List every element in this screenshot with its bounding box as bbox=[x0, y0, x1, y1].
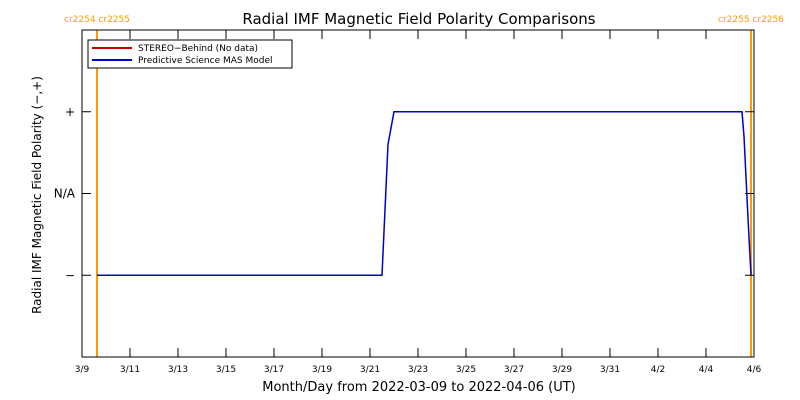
legend-label: STEREO−Behind (No data) bbox=[138, 44, 258, 54]
x-tick-label: 3/11 bbox=[120, 365, 140, 375]
legend-label: Predictive Science MAS Model bbox=[138, 56, 273, 66]
x-tick-label: 3/21 bbox=[360, 365, 380, 375]
x-axis-label: Month/Day from 2022-03-09 to 2022-04-06 … bbox=[262, 380, 575, 395]
x-tick-label: 3/27 bbox=[504, 365, 524, 375]
y-tick-label: N/A bbox=[54, 187, 76, 201]
series-lines bbox=[97, 111, 752, 277]
x-tick-label: 3/9 bbox=[75, 365, 90, 375]
x-tick-label: 3/13 bbox=[168, 365, 188, 375]
carrington-marker-label: cr2254 cr2255 bbox=[64, 15, 130, 25]
x-tick-label: 3/15 bbox=[216, 365, 236, 375]
carrington-marker-label: cr2255 cr2256 bbox=[718, 15, 784, 25]
chart-title: Radial IMF Magnetic Field Polarity Compa… bbox=[242, 10, 595, 28]
x-axis: 3/9 3/11 3/13 3/15 3/17 3/19 3/21 3/23 3/25 3/27 3… bbox=[75, 30, 762, 375]
x-tick-label: 3/17 bbox=[264, 365, 284, 375]
x-tick-label: 3/25 bbox=[456, 365, 476, 375]
legend-box bbox=[87, 39, 293, 69]
x-tick-label: 3/23 bbox=[408, 365, 428, 375]
x-tick-label: 4/4 bbox=[699, 365, 714, 375]
y-axis: − N/A + bbox=[54, 105, 754, 282]
y-axis-label: Radial IMF Magnetic Field Polarity (−,+) bbox=[30, 76, 44, 314]
y-tick-label: + bbox=[65, 105, 75, 119]
legend: STEREO−Behind (No data) Predictive Scienc… bbox=[87, 39, 293, 69]
x-tick-label: 4/2 bbox=[651, 365, 665, 375]
y-tick-label: − bbox=[65, 268, 75, 282]
x-tick-label: 4/6 bbox=[747, 365, 762, 375]
x-tick-label: 3/19 bbox=[312, 365, 332, 375]
series-line-1 bbox=[97, 111, 752, 277]
x-tick-label: 3/31 bbox=[600, 365, 620, 375]
plot-frame bbox=[81, 29, 755, 358]
x-tick-label: 3/29 bbox=[552, 365, 572, 375]
